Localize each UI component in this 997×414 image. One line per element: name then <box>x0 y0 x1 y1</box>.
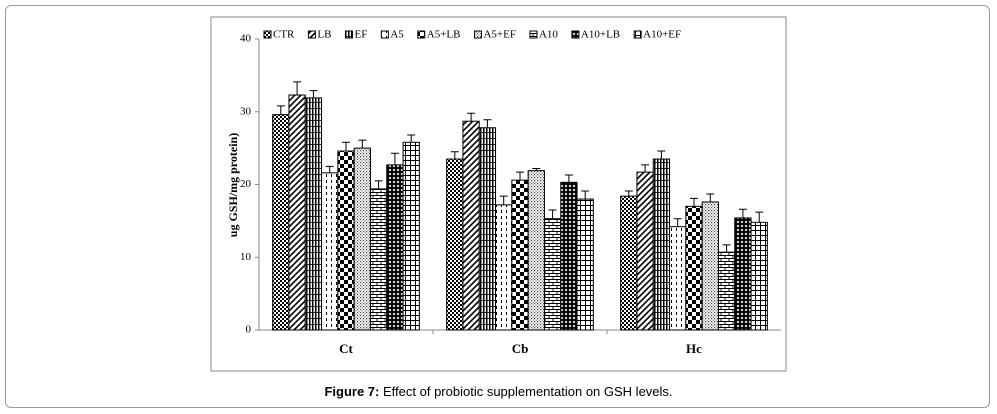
legend-label: EF <box>354 29 367 41</box>
error-bar <box>293 81 302 96</box>
legend-swatch <box>529 30 538 39</box>
x-tick-label: Cb <box>512 341 529 356</box>
y-axis-label: ug GSH/mg protein) <box>226 133 240 237</box>
bar <box>527 170 545 331</box>
error-bar <box>390 152 399 165</box>
bar <box>446 158 464 331</box>
bar <box>560 181 578 331</box>
bar <box>750 221 768 331</box>
legend-label: A10 <box>539 29 558 41</box>
caption-text: Effect of probiotic supplementation on G… <box>383 384 673 399</box>
bar <box>669 226 687 331</box>
error-bar <box>309 90 318 98</box>
bar <box>717 251 736 331</box>
legend-swatch <box>380 30 389 39</box>
bar <box>386 164 404 331</box>
error-bar <box>624 190 633 197</box>
y-tick-label: 0 <box>246 324 252 336</box>
error-bar <box>407 134 416 143</box>
legend-swatch <box>473 30 482 39</box>
legend-label: A5 <box>390 29 404 41</box>
chart-area <box>210 16 787 372</box>
bar <box>620 195 638 331</box>
y-tick-label: 10 <box>240 251 252 263</box>
legend-label: A10+LB <box>581 29 620 41</box>
bar <box>734 217 752 331</box>
legend-swatch <box>307 30 316 39</box>
error-bar <box>673 218 682 227</box>
legend-label: A5+EF <box>483 29 515 41</box>
error-bar <box>342 141 350 152</box>
error-bar <box>657 150 666 160</box>
error-bar <box>483 119 492 128</box>
legend-label: A10+EF <box>643 29 681 41</box>
error-bar <box>706 193 715 202</box>
error-bar <box>581 190 590 200</box>
bar <box>685 205 703 331</box>
legend-swatch <box>571 30 580 39</box>
bar <box>543 218 562 331</box>
bar <box>478 127 497 331</box>
error-bar <box>276 105 285 115</box>
bar <box>353 147 371 331</box>
bar <box>701 201 719 331</box>
error-bar <box>467 112 476 122</box>
bar <box>462 120 480 331</box>
error-bar <box>450 151 459 160</box>
bar <box>402 141 420 331</box>
error-bar <box>738 208 747 218</box>
bar <box>495 204 513 331</box>
error-bar <box>499 195 508 205</box>
error-bar <box>548 209 557 219</box>
bar <box>304 97 323 331</box>
legend-swatch <box>344 30 353 39</box>
figure-frame <box>5 5 990 408</box>
x-tick-label: Hc <box>686 341 702 356</box>
error-bar <box>374 180 383 189</box>
error-bar <box>564 174 573 183</box>
error-bar <box>516 171 524 181</box>
legend-label: A5+LB <box>427 29 461 41</box>
bar <box>288 94 306 331</box>
error-bar <box>755 211 764 223</box>
bar <box>369 188 388 331</box>
error-bar <box>532 167 541 171</box>
bar <box>511 179 529 331</box>
bar <box>636 171 654 331</box>
x-tick-label: Ct <box>339 341 353 356</box>
error-bar <box>641 164 650 173</box>
error-bar <box>690 197 698 207</box>
error-bar <box>325 165 334 173</box>
bar <box>337 150 355 331</box>
bar <box>576 198 594 331</box>
legend-label: CTR <box>273 29 295 41</box>
legend-swatch <box>417 30 426 39</box>
caption-label: Figure 7: <box>324 384 380 399</box>
y-tick-label: 40 <box>240 33 252 45</box>
legend-swatch <box>633 30 642 39</box>
caption: Figure 7: Effect of probiotic supplement… <box>0 384 997 399</box>
bar <box>652 158 671 331</box>
error-bar <box>358 139 367 149</box>
y-tick-label: 20 <box>240 178 252 190</box>
legend-label: LB <box>317 29 331 41</box>
bar <box>321 172 339 331</box>
error-bar <box>722 244 731 253</box>
y-tick-label: 30 <box>240 105 252 117</box>
bar <box>272 114 290 331</box>
legend-swatch <box>263 30 272 39</box>
